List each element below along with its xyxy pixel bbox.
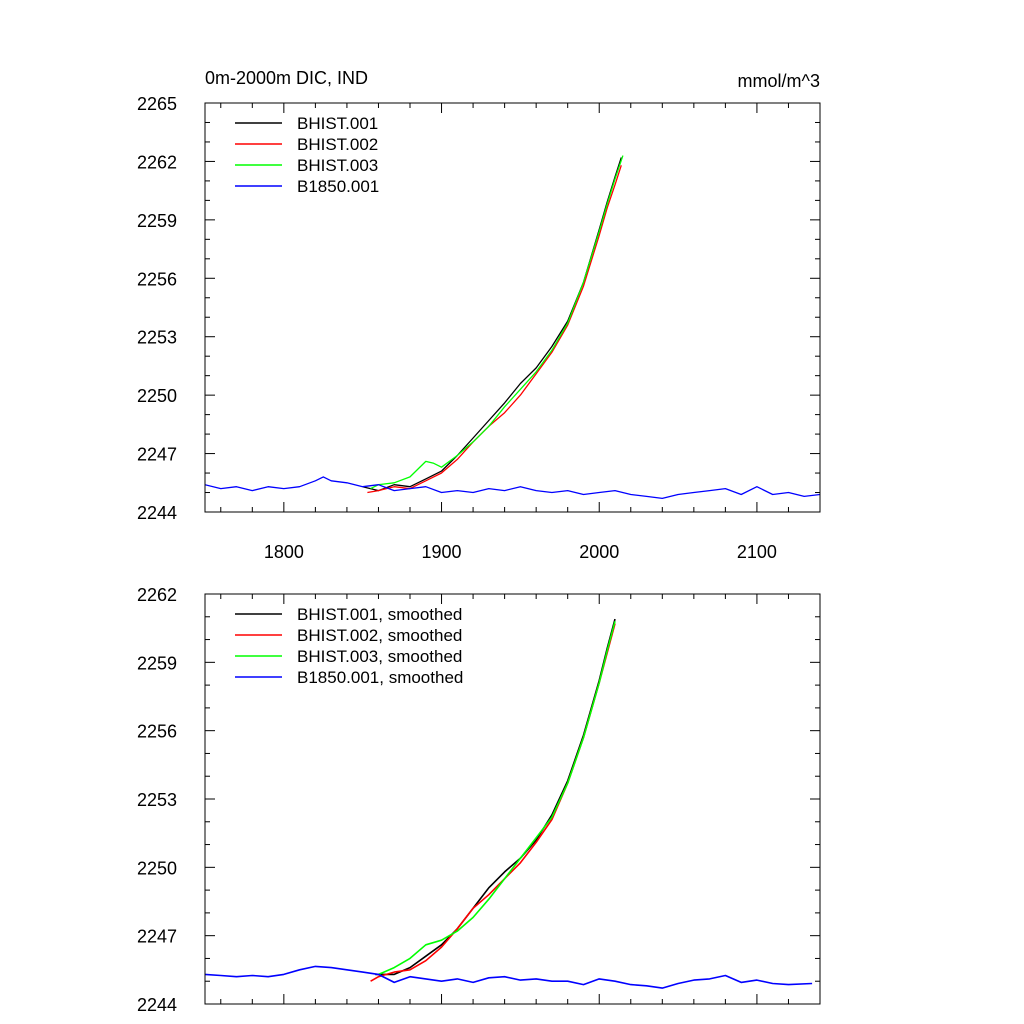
y-tick-label: 2250 [137, 858, 177, 878]
series-line-2 [367, 165, 622, 494]
series-line-3 [378, 621, 616, 976]
legend: BHIST.001 BHIST.002 BHIST.003 B1850.001 [235, 114, 379, 196]
series-line-4 [205, 476, 820, 500]
legend-label: BHIST.002, smoothed [297, 626, 462, 645]
y-tick-label: 2253 [137, 790, 177, 810]
y-tick-label: 2244 [137, 995, 177, 1015]
legend-label: BHIST.001 [297, 114, 378, 133]
legend-label: BHIST.003, smoothed [297, 647, 462, 666]
legend-label: BHIST.002 [297, 135, 378, 154]
y-tick-label: 2259 [137, 211, 177, 231]
x-tick-label: 1900 [422, 542, 462, 562]
series-group [205, 155, 820, 500]
x-tick-label: 2000 [579, 542, 619, 562]
bottom-panel: 2244 2247 2250 2253 2256 2259 2262 BHIST.001, s… [137, 585, 821, 1015]
y-tick-label: 2262 [137, 152, 177, 172]
y-tick-label: 2256 [137, 269, 177, 289]
legend-label: B1850.001 [297, 177, 379, 196]
series-line-1 [362, 157, 622, 492]
x-tick-label: 2100 [737, 542, 777, 562]
legend-label: BHIST.003 [297, 156, 378, 175]
y-tick-label: 2244 [137, 503, 177, 523]
series-group [205, 618, 813, 989]
y-tick-label: 2265 [137, 94, 177, 114]
y-tick-label: 2253 [137, 328, 177, 348]
legend: BHIST.001, smoothed BHIST.002, smoothed BH… [235, 605, 463, 687]
series-line-3 [370, 155, 624, 490]
y-tick-label: 2256 [137, 722, 177, 742]
y-tick-label: 2247 [137, 445, 177, 465]
series-line-4 [205, 965, 813, 989]
plot-frame [204, 102, 821, 513]
chart-title: 0m-2000m DIC, IND [205, 68, 368, 88]
y-tick-label: 2250 [137, 386, 177, 406]
y-tick-label: 2259 [137, 653, 177, 673]
legend-label: B1850.001, smoothed [297, 668, 463, 687]
legend-label: BHIST.001, smoothed [297, 605, 462, 624]
top-panel: 0m-2000m DIC, IND mmol/m^3 2244 2247 2250 2… [137, 68, 821, 562]
y-tick-label: 2262 [137, 585, 177, 605]
x-tick-label: 1800 [264, 542, 304, 562]
y-tick-label: 2247 [137, 927, 177, 947]
units-label: mmol/m^3 [738, 71, 820, 91]
